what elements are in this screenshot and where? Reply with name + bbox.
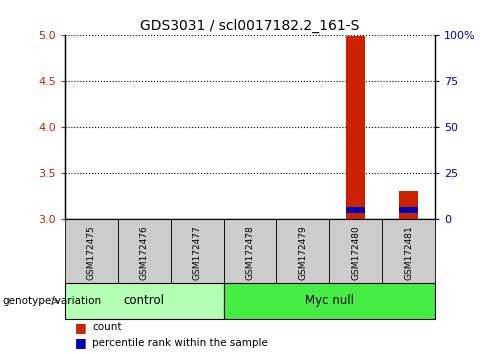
- Bar: [65, 219, 118, 283]
- Text: Myc null: Myc null: [305, 295, 354, 307]
- Bar: [346, 207, 365, 213]
- Text: GSM172480: GSM172480: [351, 225, 360, 280]
- Bar: [170, 219, 224, 283]
- Text: GSM172479: GSM172479: [298, 225, 308, 280]
- Text: GSM172476: GSM172476: [140, 225, 149, 280]
- Bar: [400, 191, 418, 219]
- Text: control: control: [124, 295, 165, 307]
- Bar: [276, 219, 330, 283]
- Text: genotype/variation: genotype/variation: [2, 296, 102, 306]
- Bar: [330, 219, 382, 283]
- Text: ■: ■: [75, 321, 87, 334]
- Bar: [382, 219, 435, 283]
- Text: percentile rank within the sample: percentile rank within the sample: [92, 338, 268, 348]
- Title: GDS3031 / scl0017182.2_161-S: GDS3031 / scl0017182.2_161-S: [140, 19, 360, 33]
- Text: GSM172478: GSM172478: [246, 225, 254, 280]
- Text: GSM172481: GSM172481: [404, 225, 413, 280]
- Text: ■: ■: [75, 336, 87, 349]
- Text: GSM172477: GSM172477: [192, 225, 202, 280]
- Bar: [65, 283, 224, 319]
- Text: GSM172475: GSM172475: [87, 225, 96, 280]
- Bar: [118, 219, 171, 283]
- Text: count: count: [92, 322, 122, 332]
- Bar: [346, 36, 365, 219]
- Bar: [400, 207, 418, 213]
- Bar: [224, 283, 435, 319]
- Bar: [224, 219, 276, 283]
